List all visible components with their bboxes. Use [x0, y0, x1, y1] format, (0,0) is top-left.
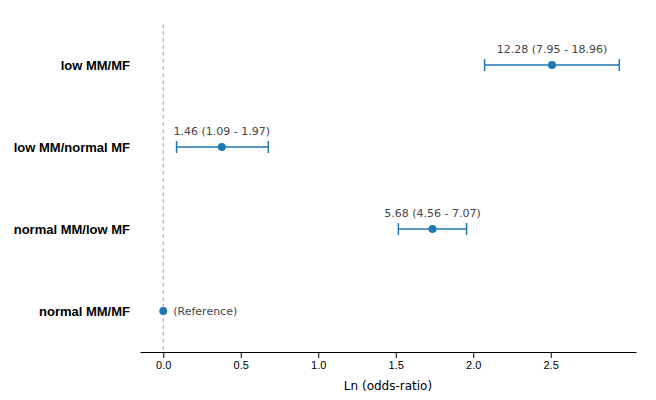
point-estimate — [548, 61, 556, 69]
ci-cap — [466, 223, 468, 235]
x-tick: 1.0 — [311, 352, 326, 371]
y-tick-label: low MM/normal MF — [14, 140, 130, 155]
x-tick-label: 2.0 — [466, 359, 481, 371]
point-estimate — [428, 225, 436, 233]
x-tick-label: 2.5 — [544, 359, 559, 371]
reference-line — [163, 24, 164, 352]
point-estimate — [159, 307, 167, 315]
annotation: (Reference) — [173, 305, 237, 318]
point-estimate — [218, 143, 226, 151]
x-tick-mark — [551, 352, 552, 358]
y-tick-label: normal MM/MF — [39, 304, 130, 319]
y-tick: low MM/MF — [61, 58, 130, 73]
ci-cap — [484, 59, 486, 71]
annotations: 12.28 (7.95 - 18.96) 1.46 (1.09 - 1.97) 5.… — [173, 43, 607, 318]
ci-cap — [268, 141, 270, 153]
x-tick-mark — [163, 352, 164, 358]
ci-cap — [619, 59, 621, 71]
chart: 0.0 0.5 1.0 1.5 2.0 2.5 Ln (odds-ratio) low MM/… — [0, 0, 656, 400]
x-tick: 0.5 — [234, 352, 249, 371]
x-tick: 2.5 — [544, 352, 559, 371]
x-tick-label: 1.0 — [311, 359, 326, 371]
ci-cap — [176, 141, 178, 153]
x-tick-mark — [318, 352, 319, 358]
x-axis-title: Ln (odds-ratio) — [344, 379, 432, 393]
x-tick-label: 0.5 — [234, 359, 249, 371]
annotation: 5.68 (4.56 - 7.07) — [384, 207, 481, 220]
x-tick: 2.0 — [466, 352, 481, 371]
y-tick: normal MM/low MF — [14, 222, 130, 237]
y-tick: normal MM/MF — [39, 304, 130, 319]
y-tick-label: low MM/MF — [61, 58, 130, 73]
annotation: 12.28 (7.95 - 18.96) — [497, 43, 608, 56]
x-tick: 0.0 — [156, 352, 171, 371]
y-tick: low MM/normal MF — [14, 140, 130, 155]
x-tick-mark — [473, 352, 474, 358]
marks — [159, 24, 619, 352]
x-tick-mark — [396, 352, 397, 358]
annotation: 1.46 (1.09 - 1.97) — [174, 125, 271, 138]
x-axis: 0.0 0.5 1.0 1.5 2.0 2.5 — [141, 352, 637, 371]
y-axis: low MM/MF low MM/normal MF normal MM/low M… — [14, 58, 130, 319]
x-tick-mark — [241, 352, 242, 358]
x-tick: 1.5 — [389, 352, 404, 371]
x-tick-label: 0.0 — [156, 359, 171, 371]
ci-cap — [398, 223, 400, 235]
plot: 0.0 0.5 1.0 1.5 2.0 2.5 Ln (odds-ratio) low MM/… — [14, 24, 637, 393]
x-tick-label: 1.5 — [389, 359, 404, 371]
x-axis-line — [141, 352, 637, 353]
y-tick-label: normal MM/low MF — [14, 222, 130, 237]
